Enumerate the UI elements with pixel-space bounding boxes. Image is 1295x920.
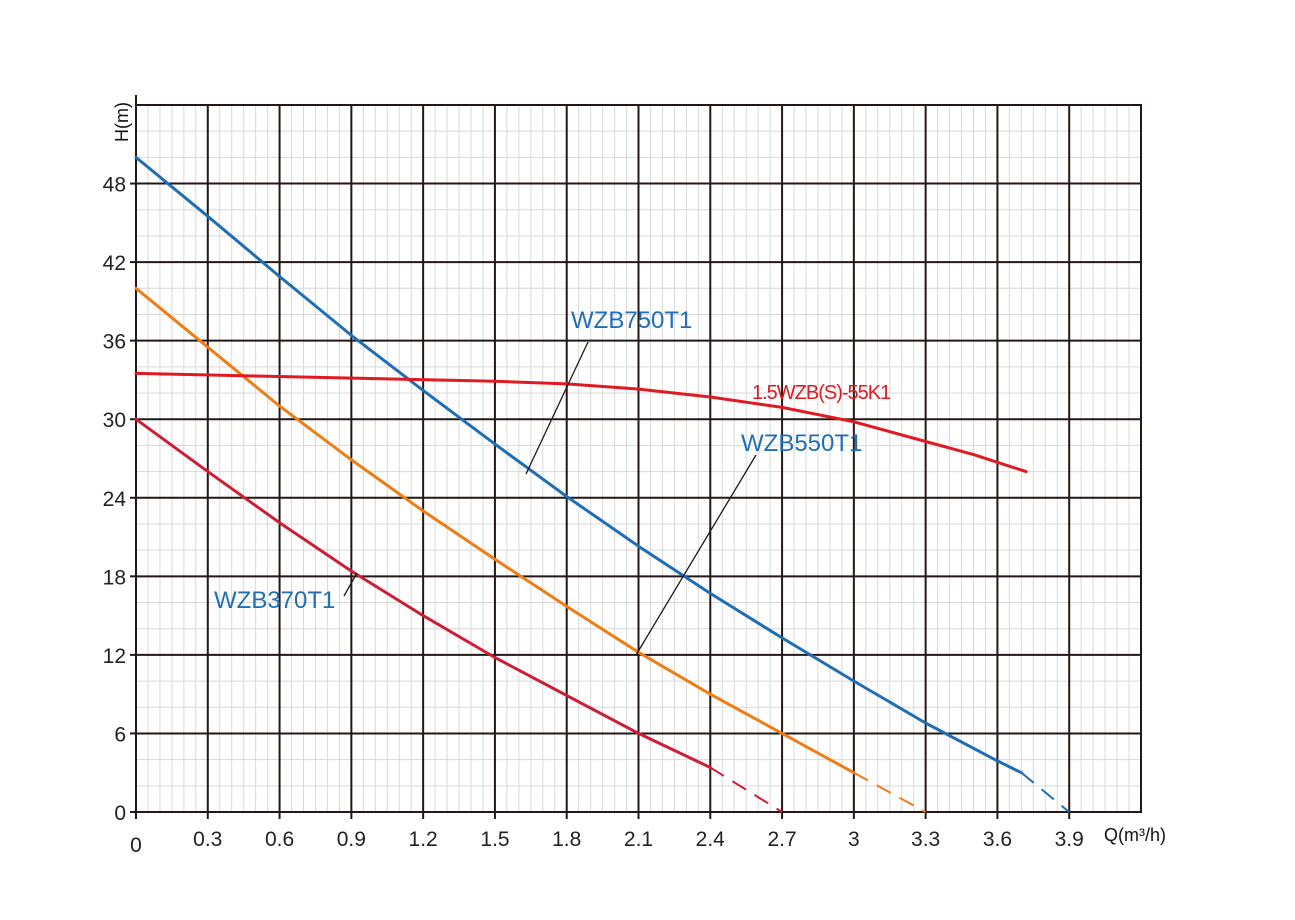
leader-wzb370t1: [343, 572, 358, 597]
y-tick-label: 30: [103, 409, 126, 432]
y-tick-label: 18: [103, 566, 126, 589]
x-tick-label: 1.5: [480, 828, 509, 851]
y-tick-label: 6: [114, 723, 126, 746]
leader-wzb750t1: [525, 341, 589, 475]
x-tick-label: 1.8: [552, 828, 581, 851]
series-labels: WZB750T1 WZB550T1 WZB370T1 1.5WZB(S)-55K1: [214, 307, 892, 614]
x-tick-label: 3: [848, 828, 860, 851]
x-tick-label: 0.6: [265, 828, 294, 851]
y-tick-label: 0: [114, 802, 126, 825]
series-line-3: [134, 371, 1028, 474]
x-tick-label: 1.2: [409, 828, 438, 851]
label-wzb370t1: WZB370T1: [214, 587, 335, 614]
leader-wzb550t1: [635, 454, 757, 656]
major-grid: [136, 105, 1141, 812]
x-tick-label: 2.1: [624, 828, 653, 851]
y-tick-label: 24: [103, 488, 127, 511]
x-tick-label: 0: [130, 834, 142, 857]
label-leader-lines: [343, 341, 757, 656]
series-line-0: [134, 155, 1023, 775]
label-wzb550t1: WZB550T1: [741, 430, 862, 457]
series-line-2: [134, 417, 712, 769]
y-tick-label: 42: [103, 252, 126, 275]
x-tick-label: 0.3: [193, 828, 222, 851]
series-extrapolation-0: [1020, 771, 1070, 813]
y-axis-title: H(m): [112, 102, 132, 142]
x-tick-label: 3.6: [983, 828, 1012, 851]
label-1-5wzb-s-55k1: 1.5WZB(S)-55K1: [752, 382, 891, 404]
x-tick-label: 2.4: [696, 828, 726, 851]
label-wzb750t1: WZB750T1: [571, 307, 692, 334]
x-axis-title: Q(m³/h): [1104, 825, 1166, 845]
y-tick-label: 12: [103, 645, 126, 668]
y-tick-label: 48: [103, 174, 126, 197]
x-tick-label: 0.9: [337, 828, 366, 851]
series-line-1: [134, 286, 856, 775]
axis-ticks: 0 0.3 0.6 0.9 1.2 1.5 1.8 2.1 2.4 2.7 3 3.3 3.6 3.9 0 6…: [103, 95, 1084, 857]
x-tick-label: 3.9: [1055, 828, 1084, 851]
x-tick-label: 3.3: [911, 828, 940, 851]
y-tick-label: 36: [103, 331, 126, 354]
x-tick-label: 2.7: [767, 828, 796, 851]
series-extrapolation-2: [709, 766, 783, 813]
series-extrapolation-1: [853, 771, 927, 813]
series-layer: [134, 155, 1070, 813]
